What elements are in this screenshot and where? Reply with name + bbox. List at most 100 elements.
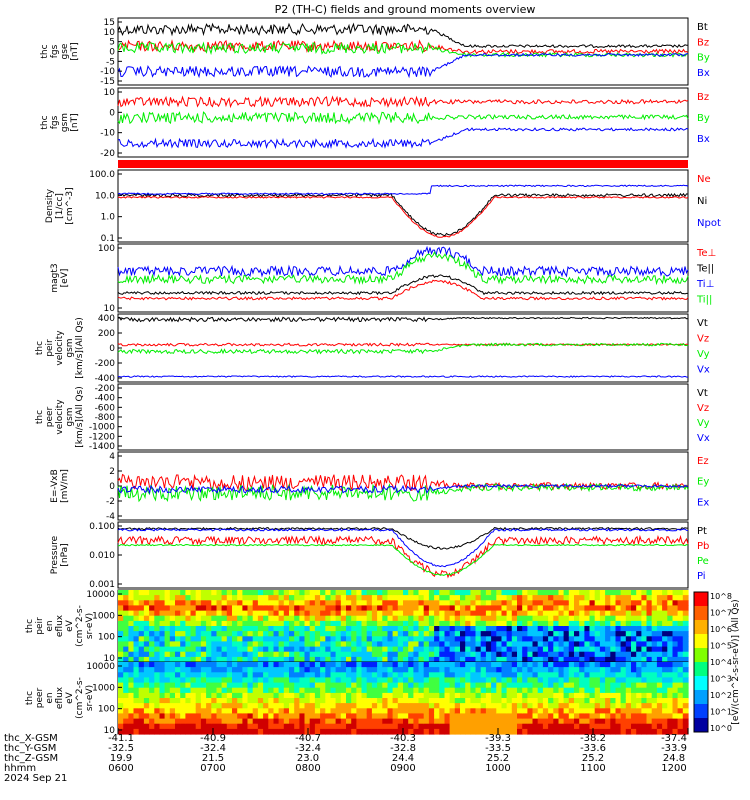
heatmap-cell (532, 672, 539, 678)
heatmap-cell (434, 600, 440, 606)
heatmap-cell (532, 636, 539, 642)
heatmap-cell (346, 600, 352, 606)
heatmap-cell (226, 718, 233, 725)
heatmap-cell (242, 595, 249, 601)
heatmap-cell (371, 692, 378, 699)
heatmap-cell (423, 590, 430, 596)
heatmap-cell (190, 667, 197, 673)
heatmap-cell (506, 615, 513, 622)
heatmap-cell (646, 631, 653, 637)
heatmap-cell (662, 728, 668, 735)
heatmap-cell (418, 682, 425, 689)
heatmap-cell (283, 662, 290, 668)
heatmap-cell (537, 651, 544, 658)
series-Pb (117, 534, 689, 579)
heatmap-cell (428, 692, 435, 699)
heatmap-cell (175, 687, 181, 694)
heatmap-cell (491, 698, 497, 704)
heatmap-cell (511, 626, 518, 632)
heatmap-cell (278, 692, 285, 699)
heatmap-cell (610, 600, 617, 606)
heatmap-cell (651, 605, 658, 612)
heatmap-cell (682, 713, 689, 720)
heatmap-cell (506, 631, 513, 637)
heatmap-cell (123, 636, 129, 642)
heatmap-cell (382, 641, 389, 648)
heatmap-cell (180, 698, 186, 704)
heatmap-cell (548, 636, 554, 642)
heatmap-cell (278, 667, 285, 673)
heatmap-cell (506, 656, 513, 663)
heatmap-cell (610, 672, 617, 678)
heatmap-cell (413, 610, 420, 617)
heatmap-cell (548, 682, 554, 689)
heatmap-cell (159, 595, 166, 601)
heatmap-cell (641, 646, 648, 653)
heatmap-cell (491, 646, 497, 653)
heatmap-cell (252, 651, 259, 658)
heatmap-cell (677, 672, 684, 678)
heatmap-cell (356, 605, 363, 612)
heatmap-cell (646, 600, 653, 606)
heatmap-cell (351, 610, 357, 617)
heatmap-cell (143, 620, 150, 627)
heatmap-cell (309, 646, 316, 653)
heatmap-cell (413, 631, 420, 637)
series-Te-perp (117, 279, 689, 301)
heatmap-cell (496, 667, 503, 673)
heatmap-cell (568, 698, 575, 704)
heatmap-cell (190, 626, 197, 632)
heatmap-cell (568, 651, 575, 658)
heatmap-cell (335, 692, 342, 699)
heatmap-cell (620, 667, 627, 673)
heatmap-cell (610, 667, 617, 673)
heatmap-cell (263, 718, 269, 725)
heatmap-cell (511, 631, 518, 637)
heatmap-cell (361, 636, 368, 642)
heatmap-cell (149, 667, 155, 673)
heatmap-cell (252, 677, 259, 684)
x-tick-label: -40.3 (390, 733, 416, 744)
heatmap-cell (563, 703, 570, 709)
heatmap-cell (444, 728, 451, 735)
heatmap-cell (123, 590, 129, 596)
heatmap-cell (221, 641, 228, 648)
heatmap-cell (164, 718, 171, 725)
heatmap-cell (460, 631, 466, 637)
heatmap-cell (325, 631, 332, 637)
heatmap-cell (636, 651, 642, 658)
heatmap-cell (423, 703, 430, 709)
heatmap-cell (351, 600, 357, 606)
heatmap-cell (496, 595, 503, 601)
heatmap-cell (656, 636, 663, 642)
heatmap-cell (563, 651, 570, 658)
heatmap-cell (232, 620, 238, 627)
heatmap-cell (542, 631, 549, 637)
heatmap-cell (423, 698, 430, 704)
heatmap-cell (537, 631, 544, 637)
heatmap-cell (304, 703, 311, 709)
heatmap-cell (465, 708, 471, 714)
heatmap-cell (522, 631, 528, 637)
heatmap-cell (610, 626, 617, 632)
y-axis-label: sr-eV) (85, 613, 95, 639)
heatmap-cell (527, 662, 534, 668)
heatmap-cell (610, 708, 617, 714)
heatmap-cell (361, 718, 368, 725)
heatmap-cell (594, 626, 601, 632)
heatmap-cell (475, 677, 482, 684)
heatmap-cell (454, 687, 461, 694)
heatmap-cell (128, 656, 135, 663)
heatmap-cell (268, 595, 275, 601)
heatmap-cell (299, 646, 306, 653)
heatmap-cell (574, 636, 580, 642)
heatmap-cell (325, 651, 332, 658)
heatmap-cell (553, 682, 560, 689)
heatmap-cell (143, 600, 150, 606)
heatmap-cell (651, 656, 658, 663)
colorbar-segment (694, 634, 708, 649)
heatmap-cell (656, 713, 663, 720)
heatmap-cell (579, 677, 585, 684)
heatmap-cell (221, 595, 228, 601)
heatmap-cell (599, 698, 606, 704)
